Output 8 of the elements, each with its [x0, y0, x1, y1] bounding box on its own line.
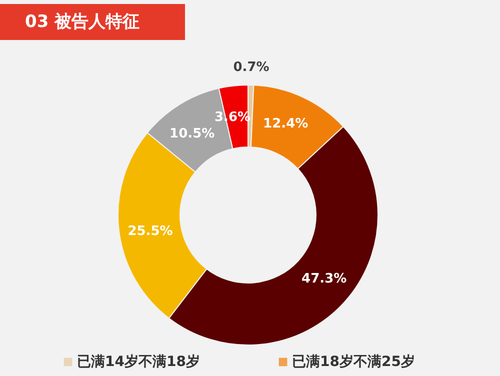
data-label: 0.7%	[233, 60, 270, 76]
legend-label: 已满18岁不满25岁	[292, 354, 415, 370]
data-label: 25.5%	[128, 224, 173, 239]
data-label: 47.3%	[302, 271, 347, 286]
legend-label: 已满14岁不满18岁	[77, 354, 200, 370]
data-label: 12.4%	[263, 116, 308, 132]
data-label: 10.5%	[170, 126, 215, 142]
chart-title: 03 被告人特征	[25, 12, 140, 32]
